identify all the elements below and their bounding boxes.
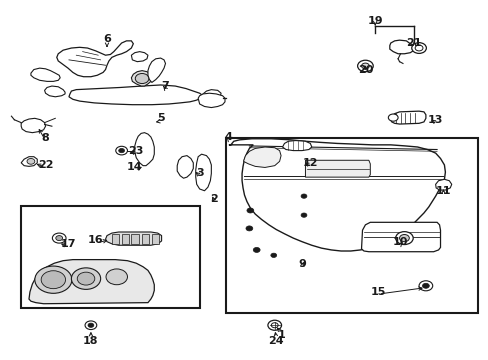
Circle shape bbox=[35, 266, 72, 293]
Circle shape bbox=[395, 231, 412, 244]
Polygon shape bbox=[148, 58, 165, 82]
Circle shape bbox=[271, 323, 278, 328]
Polygon shape bbox=[228, 139, 445, 251]
Circle shape bbox=[267, 320, 281, 330]
Text: 4: 4 bbox=[224, 132, 232, 142]
Polygon shape bbox=[389, 40, 414, 54]
Circle shape bbox=[357, 60, 372, 72]
Polygon shape bbox=[105, 232, 161, 245]
Polygon shape bbox=[203, 90, 221, 100]
Circle shape bbox=[77, 272, 95, 285]
Bar bbox=[152, 234, 159, 244]
Polygon shape bbox=[177, 156, 193, 178]
Circle shape bbox=[119, 148, 124, 153]
Polygon shape bbox=[305, 160, 369, 177]
Circle shape bbox=[71, 268, 101, 289]
Text: 24: 24 bbox=[268, 336, 284, 346]
Polygon shape bbox=[29, 260, 154, 304]
Circle shape bbox=[85, 321, 97, 329]
Circle shape bbox=[301, 213, 306, 217]
Polygon shape bbox=[135, 133, 154, 166]
Text: 5: 5 bbox=[157, 113, 164, 123]
Text: 21: 21 bbox=[406, 38, 421, 48]
Text: 12: 12 bbox=[302, 158, 317, 168]
Text: 15: 15 bbox=[370, 287, 386, 297]
Text: 13: 13 bbox=[427, 115, 443, 125]
Polygon shape bbox=[243, 147, 281, 167]
Circle shape bbox=[418, 281, 432, 291]
Circle shape bbox=[41, 271, 65, 289]
Text: 17: 17 bbox=[60, 239, 76, 249]
Text: 11: 11 bbox=[435, 186, 450, 197]
Circle shape bbox=[411, 42, 426, 53]
Circle shape bbox=[116, 146, 127, 155]
Circle shape bbox=[301, 194, 306, 198]
Text: 20: 20 bbox=[357, 64, 372, 75]
Text: 3: 3 bbox=[195, 168, 203, 178]
Text: 9: 9 bbox=[298, 259, 305, 269]
Circle shape bbox=[414, 45, 422, 51]
Circle shape bbox=[88, 323, 94, 327]
Text: 22: 22 bbox=[38, 160, 53, 170]
Circle shape bbox=[27, 158, 35, 164]
Text: 8: 8 bbox=[41, 133, 49, 143]
Polygon shape bbox=[282, 140, 311, 150]
Polygon shape bbox=[57, 41, 133, 77]
Text: 23: 23 bbox=[128, 145, 143, 156]
Circle shape bbox=[245, 226, 252, 231]
Text: 6: 6 bbox=[103, 35, 111, 44]
Polygon shape bbox=[198, 93, 224, 108]
Polygon shape bbox=[69, 85, 203, 105]
Text: 19: 19 bbox=[366, 17, 382, 27]
Text: 16: 16 bbox=[88, 235, 103, 245]
Polygon shape bbox=[361, 222, 440, 252]
Text: 14: 14 bbox=[127, 162, 142, 172]
Circle shape bbox=[246, 208, 253, 213]
Text: 2: 2 bbox=[210, 194, 218, 204]
Circle shape bbox=[253, 247, 260, 252]
Text: 1: 1 bbox=[277, 330, 285, 340]
Bar bbox=[142, 234, 149, 244]
Bar bbox=[131, 234, 139, 244]
Text: 18: 18 bbox=[83, 336, 99, 346]
Polygon shape bbox=[21, 157, 37, 166]
Bar bbox=[122, 234, 129, 244]
Polygon shape bbox=[390, 111, 425, 124]
Circle shape bbox=[361, 63, 368, 69]
Circle shape bbox=[270, 253, 276, 257]
Circle shape bbox=[106, 269, 127, 285]
Polygon shape bbox=[31, 68, 60, 81]
Circle shape bbox=[422, 283, 428, 288]
Circle shape bbox=[135, 73, 149, 84]
Polygon shape bbox=[131, 51, 148, 62]
Text: 10: 10 bbox=[392, 237, 407, 247]
Text: 7: 7 bbox=[162, 81, 169, 91]
Circle shape bbox=[56, 235, 62, 240]
Bar bbox=[225, 138, 477, 314]
Polygon shape bbox=[195, 154, 211, 191]
Circle shape bbox=[387, 114, 397, 121]
Polygon shape bbox=[21, 118, 45, 133]
Circle shape bbox=[52, 233, 66, 243]
Circle shape bbox=[399, 234, 408, 242]
Bar bbox=[112, 234, 119, 244]
Polygon shape bbox=[131, 71, 152, 86]
Polygon shape bbox=[44, 86, 65, 97]
Polygon shape bbox=[435, 179, 451, 190]
Bar bbox=[21, 206, 199, 309]
